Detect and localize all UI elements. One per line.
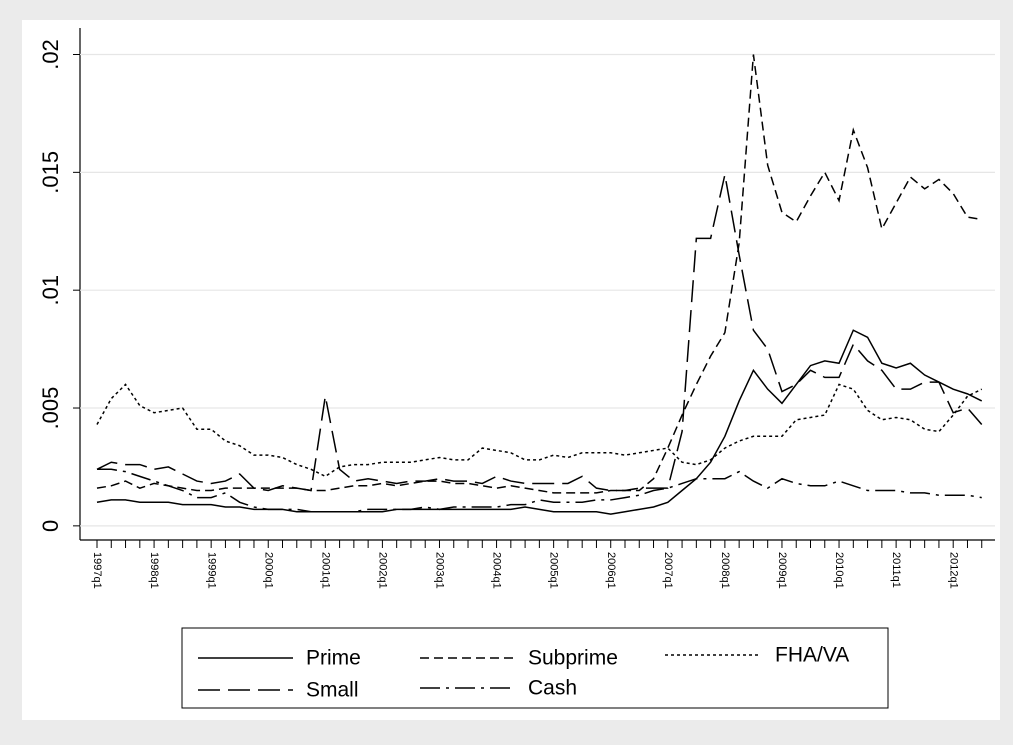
x-tick-label: 2009q1 [776, 552, 788, 589]
series-line [96, 383, 983, 478]
x-tick-label: 2010q1 [833, 552, 845, 589]
x-tick-label: 2005q1 [548, 552, 560, 589]
x-tick-label: 2011q1 [890, 552, 902, 588]
y-tick-label: .005 [38, 387, 63, 430]
x-tick-label: 2003q1 [434, 552, 446, 589]
legend-box [181, 627, 889, 709]
x-tick-label: 2004q1 [491, 552, 503, 589]
x-tick-label: 2000q1 [262, 552, 274, 589]
x-tick-label: 2006q1 [605, 552, 617, 589]
y-tick-label: .02 [38, 39, 63, 70]
y-tick-label: 0 [38, 520, 63, 532]
series-line [97, 468, 982, 513]
x-tick-label: 2007q1 [662, 552, 674, 589]
legend-label: Prime [306, 647, 361, 670]
legend-label: Small [306, 679, 359, 702]
x-tick-label: 1999q1 [205, 552, 217, 589]
x-tick-label: 1997q1 [91, 552, 103, 589]
x-tick-label: 2001q1 [319, 552, 331, 589]
y-tick-label: .015 [38, 151, 63, 194]
legend-label: Subprime [528, 647, 618, 670]
series-line [96, 174, 983, 492]
x-tick-label: 2008q1 [719, 552, 731, 589]
x-tick-label: 2012q1 [947, 552, 959, 589]
y-tick-label: .01 [38, 275, 63, 306]
legend-label: Cash [528, 677, 577, 700]
x-tick-label: 1998q1 [148, 552, 160, 589]
chart-background [22, 20, 1000, 720]
series-line [96, 54, 982, 494]
legend-label: FHA/VA [775, 644, 849, 667]
x-tick-label: 2002q1 [376, 552, 388, 589]
series-line [96, 329, 983, 515]
